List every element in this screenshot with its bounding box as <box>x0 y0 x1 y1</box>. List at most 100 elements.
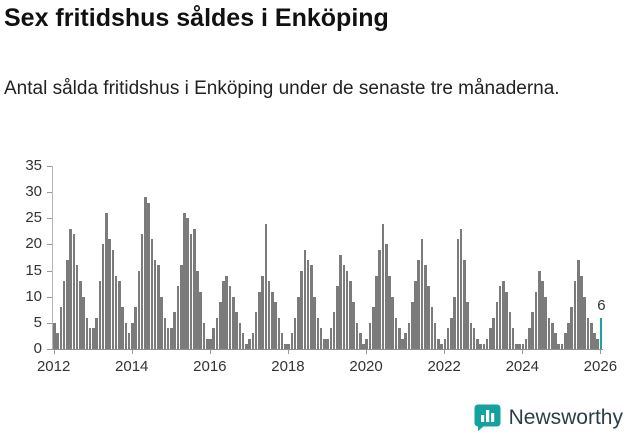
x-tick-label: 2012 <box>36 358 71 375</box>
bar <box>88 328 92 349</box>
y-tick-label: 35 <box>25 157 42 174</box>
bar <box>397 328 401 349</box>
bar <box>225 275 229 349</box>
bar <box>443 338 447 349</box>
bar <box>160 296 163 349</box>
bar <box>528 328 531 349</box>
bar <box>127 333 131 349</box>
bar <box>401 338 404 349</box>
bar <box>297 296 300 349</box>
x-tick-mark <box>53 350 55 354</box>
bar <box>235 312 238 349</box>
bar <box>271 291 274 349</box>
y-tick-mark <box>47 296 52 298</box>
bar <box>420 239 424 349</box>
bar <box>355 322 359 349</box>
bar <box>498 286 502 349</box>
bar <box>362 343 365 349</box>
bar <box>463 260 466 349</box>
y-tick-mark <box>47 349 52 350</box>
bar <box>573 281 577 349</box>
bar <box>339 254 342 349</box>
bar <box>199 291 203 349</box>
bar <box>459 228 463 349</box>
bar <box>492 317 495 349</box>
bar <box>300 270 303 349</box>
bar <box>150 239 154 349</box>
bar <box>189 233 193 349</box>
bar <box>202 322 206 349</box>
x-tick-label: 2014 <box>115 358 149 375</box>
x-tick-mark <box>287 350 289 354</box>
bar <box>326 338 329 349</box>
bar <box>306 260 310 349</box>
brand-footer: Newsworthy <box>473 403 623 432</box>
bar <box>56 333 59 349</box>
bar <box>290 333 294 349</box>
page-title: Sex fritidshus såldes i Enköping <box>4 4 389 32</box>
bar <box>319 328 323 349</box>
bar <box>95 317 98 349</box>
bar <box>69 228 72 349</box>
highlighted-bar <box>599 317 603 349</box>
bar <box>424 265 427 349</box>
bar <box>274 301 277 349</box>
bar <box>222 281 225 349</box>
x-tick-mark <box>444 350 446 354</box>
bar <box>391 296 395 349</box>
bar <box>108 239 111 349</box>
bar <box>349 281 352 349</box>
bar <box>134 307 137 349</box>
bar <box>456 239 460 349</box>
bar <box>176 286 180 349</box>
bar <box>72 233 76 349</box>
bar <box>144 197 147 349</box>
bar <box>550 322 554 349</box>
y-tick-mark <box>47 192 52 194</box>
x-tick-label: 2020 <box>349 358 383 375</box>
bar <box>511 328 515 349</box>
bar <box>121 307 124 349</box>
bar <box>567 322 570 349</box>
bar <box>394 317 398 349</box>
bar <box>316 317 320 349</box>
y-tick-label: 5 <box>33 313 42 331</box>
bar <box>147 202 150 349</box>
bar <box>186 218 190 349</box>
bar <box>264 223 268 349</box>
bar <box>534 291 538 349</box>
bar <box>245 343 248 349</box>
bar <box>576 260 580 349</box>
y-tick-label: 15 <box>25 261 42 279</box>
bar <box>433 322 437 349</box>
bar <box>251 333 255 349</box>
bar <box>101 244 105 349</box>
bar <box>98 281 102 349</box>
bar <box>505 291 508 349</box>
chart-subtitle: Antal sålda fritidshus i Enköping under … <box>4 78 560 99</box>
bar <box>75 265 79 349</box>
bar <box>258 291 261 349</box>
x-tick-mark <box>131 350 133 354</box>
bar <box>563 333 567 349</box>
bar <box>192 228 196 349</box>
bar-chart: 6 0 5 10 15 20 25 30 35 2012 2014 2016 2018 2020 202… <box>0 148 631 388</box>
bar <box>466 301 469 349</box>
brand-wordmark: Newsworthy <box>508 405 623 429</box>
bar <box>547 317 551 349</box>
bar <box>450 317 453 349</box>
bar <box>293 317 297 349</box>
bar <box>583 296 587 349</box>
bar <box>261 275 264 349</box>
bar <box>215 317 219 349</box>
bar <box>521 343 525 349</box>
bar <box>589 322 593 349</box>
bar <box>183 213 186 349</box>
bar <box>205 338 209 349</box>
bar <box>140 233 144 349</box>
bar <box>407 322 411 349</box>
bar <box>580 275 583 349</box>
bar <box>541 281 544 349</box>
bar <box>218 301 222 349</box>
y-tick-mark <box>47 218 52 220</box>
